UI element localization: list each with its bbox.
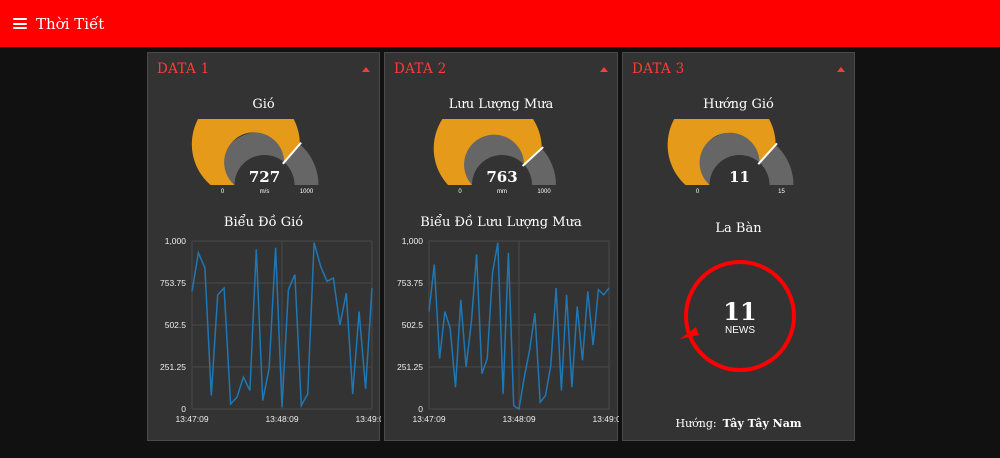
panel-data-3: DATA 3 Hướng Gió 11 0 15 La Bàn 11 NEWS Hư… bbox=[622, 52, 855, 441]
y-tick-label: 0 bbox=[181, 404, 186, 414]
panel-data-1: DATA 1 Gió 727 m/s 0 1000 Biểu Đồ Gió 1,000… bbox=[147, 52, 381, 441]
x-tick-label: 13:47:09 bbox=[412, 414, 445, 424]
compass-label: La Bàn bbox=[715, 221, 762, 236]
chart-label: Biểu Đồ Lưu Lượng Mưa bbox=[420, 215, 582, 230]
gauge-value: 11 bbox=[729, 168, 750, 186]
y-tick-label: 0 bbox=[418, 404, 423, 414]
compass-caption: NEWS bbox=[725, 325, 755, 336]
y-tick-label: 753.75 bbox=[160, 278, 186, 288]
panel-header[interactable]: DATA 3 bbox=[623, 53, 854, 85]
gauge-fill bbox=[191, 119, 300, 185]
chart-label: Biểu Đồ Gió bbox=[223, 215, 304, 230]
rain-gauge: 763 mm 0 1000 bbox=[433, 119, 556, 195]
y-tick-label: 251.25 bbox=[160, 362, 186, 372]
gauge-fill bbox=[667, 119, 776, 185]
collapse-icon[interactable] bbox=[600, 66, 608, 72]
gauge-unit: m/s bbox=[260, 189, 270, 195]
gauge-max-label: 1000 bbox=[300, 189, 314, 195]
menu-icon[interactable] bbox=[13, 18, 27, 29]
panel-title: DATA 2 bbox=[394, 61, 447, 77]
gauge-label: Lưu Lượng Mưa bbox=[448, 97, 554, 112]
gauge-max-label: 1000 bbox=[537, 189, 551, 195]
compass: 11 NEWS bbox=[680, 260, 796, 372]
compass-value: 11 bbox=[723, 297, 756, 326]
gauge-max-label: 15 bbox=[778, 189, 785, 195]
x-tick-label: 13:49:09 bbox=[355, 414, 381, 424]
collapse-icon[interactable] bbox=[837, 66, 845, 72]
top-bar: Thời Tiết bbox=[0, 0, 1000, 47]
panel-header[interactable]: DATA 2 bbox=[385, 53, 617, 85]
x-tick-label: 13:48:09 bbox=[502, 414, 535, 424]
gauge-value: 727 bbox=[249, 168, 280, 186]
panel-header[interactable]: DATA 1 bbox=[148, 53, 379, 85]
direction-value: Tây Tây Nam bbox=[722, 417, 802, 430]
y-tick-label: 502.5 bbox=[402, 320, 424, 330]
compass-ring bbox=[684, 260, 796, 372]
wind-line-chart: 1,000 753.75 502.5 251.25 013:47:09 13:48:09 1… bbox=[160, 236, 381, 424]
app-title: Thời Tiết bbox=[36, 14, 105, 33]
panel-title: DATA 3 bbox=[632, 61, 685, 77]
gauge-needle bbox=[521, 146, 544, 167]
gauge-label: Gió bbox=[252, 97, 275, 112]
y-tick-label: 753.75 bbox=[397, 278, 423, 288]
y-tick-label: 1,000 bbox=[402, 236, 424, 246]
series-line bbox=[191, 242, 373, 409]
direction-row: Hướng: Tây Tây Nam bbox=[623, 417, 854, 430]
gauge-min-label: 0 bbox=[221, 189, 225, 195]
x-tick-label: 13:48:09 bbox=[265, 414, 298, 424]
gauge-fill bbox=[433, 119, 542, 185]
y-tick-label: 502.5 bbox=[165, 320, 187, 330]
gauge-min-label: 0 bbox=[458, 189, 462, 195]
rain-line-chart: 1,000 753.75 502.5 251.25 013:47:09 13:48:09 1… bbox=[397, 236, 619, 424]
panel-data-2: DATA 2 Lưu Lượng Mưa 763 mm 0 1000 Biểu Đồ … bbox=[384, 52, 619, 441]
wind-gauge: 727 m/s 0 1000 bbox=[191, 119, 319, 195]
gauge-label: Hướng Gió bbox=[703, 97, 774, 112]
gauge-min-label: 0 bbox=[696, 189, 700, 195]
y-tick-label: 251.25 bbox=[397, 362, 423, 372]
compass-needle bbox=[680, 327, 699, 339]
x-tick-label: 13:47:09 bbox=[175, 414, 208, 424]
collapse-icon[interactable] bbox=[362, 66, 370, 72]
gauge-needle bbox=[282, 141, 302, 165]
panel-title: DATA 1 bbox=[157, 61, 210, 77]
wind-direction-gauge: 11 0 15 bbox=[667, 119, 794, 195]
gauge-unit: mm bbox=[497, 189, 507, 195]
x-tick-label: 13:49:09 bbox=[592, 414, 619, 424]
y-tick-label: 1,000 bbox=[165, 236, 187, 246]
gauge-needle bbox=[757, 142, 778, 165]
direction-label: Hướng: bbox=[675, 417, 717, 430]
series-line bbox=[428, 242, 610, 411]
gauge-value: 763 bbox=[486, 168, 517, 186]
